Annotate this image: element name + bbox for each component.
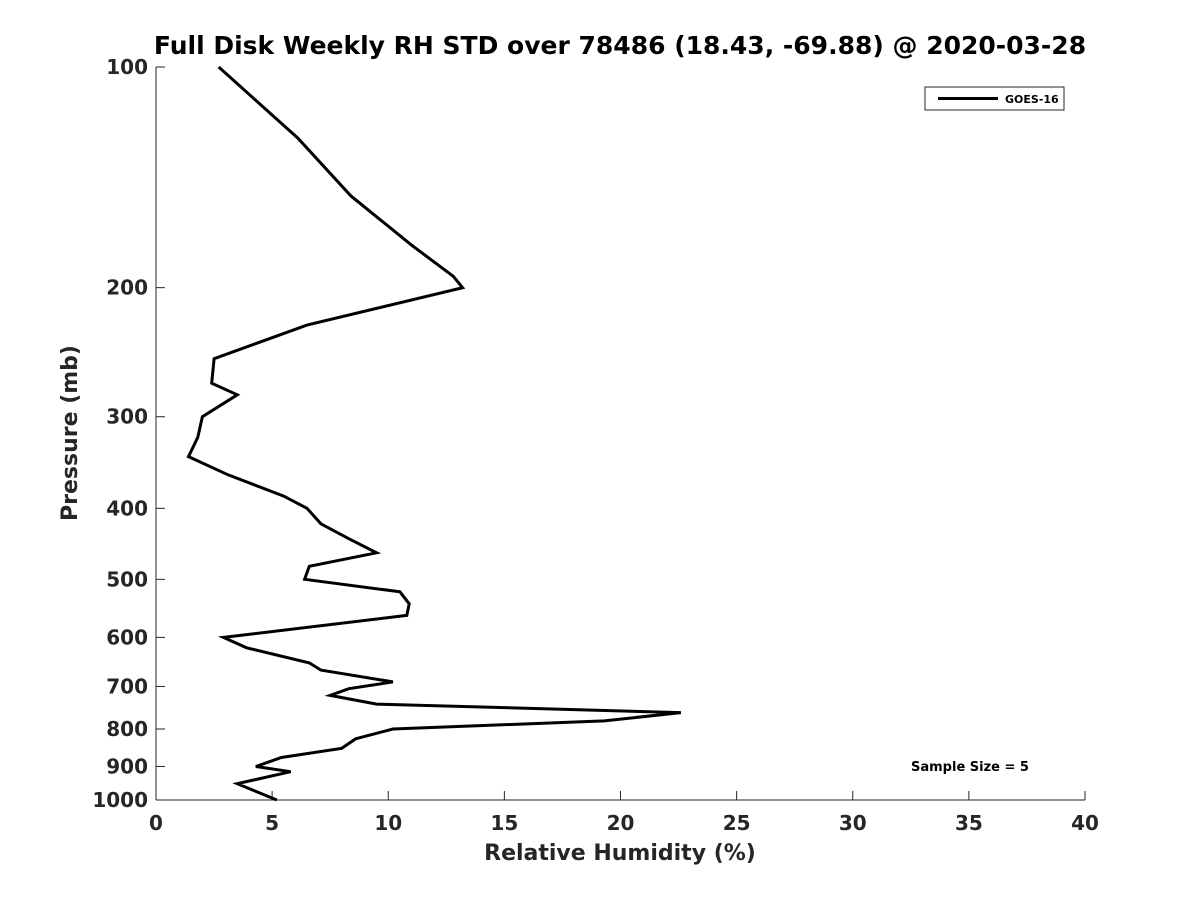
x-tick-label: 25 [723,811,751,835]
x-tick-label: 0 [149,811,163,835]
y-tick-label: 600 [106,625,148,649]
series-line-goes-16 [186,65,682,802]
y-axis-label: Pressure (mb) [58,345,83,521]
y-axis: 100 200 300 400 500 600 700 800 900 1000 [92,55,165,812]
x-axis: 0 5 10 15 20 25 30 35 40 [149,791,1099,835]
y-tick-label: 1000 [92,788,148,812]
legend-label-goes-16: GOES-16 [1005,93,1059,106]
y-tick-label: 900 [106,754,148,778]
y-tick-label: 700 [106,674,148,698]
x-tick-label: 35 [955,811,983,835]
y-tick-label: 100 [106,55,148,79]
plot-area [186,65,682,802]
y-tick-label: 400 [106,496,148,520]
x-tick-label: 10 [374,811,402,835]
x-tick-label: 15 [490,811,518,835]
sample-size-annotation: Sample Size = 5 [911,760,1029,775]
y-tick-label: 300 [106,405,148,429]
x-tick-label: 40 [1071,811,1099,835]
y-tick-label: 200 [106,276,148,300]
x-axis-label: Relative Humidity (%) [484,841,756,866]
legend: GOES-16 [924,86,1065,111]
x-tick-label: 5 [265,811,279,835]
y-tick-label: 800 [106,717,148,741]
y-tick-label: 500 [106,567,148,591]
x-tick-label: 20 [607,811,635,835]
chart-title: Full Disk Weekly RH STD over 78486 (18.4… [154,31,1086,60]
x-tick-label: 30 [839,811,867,835]
